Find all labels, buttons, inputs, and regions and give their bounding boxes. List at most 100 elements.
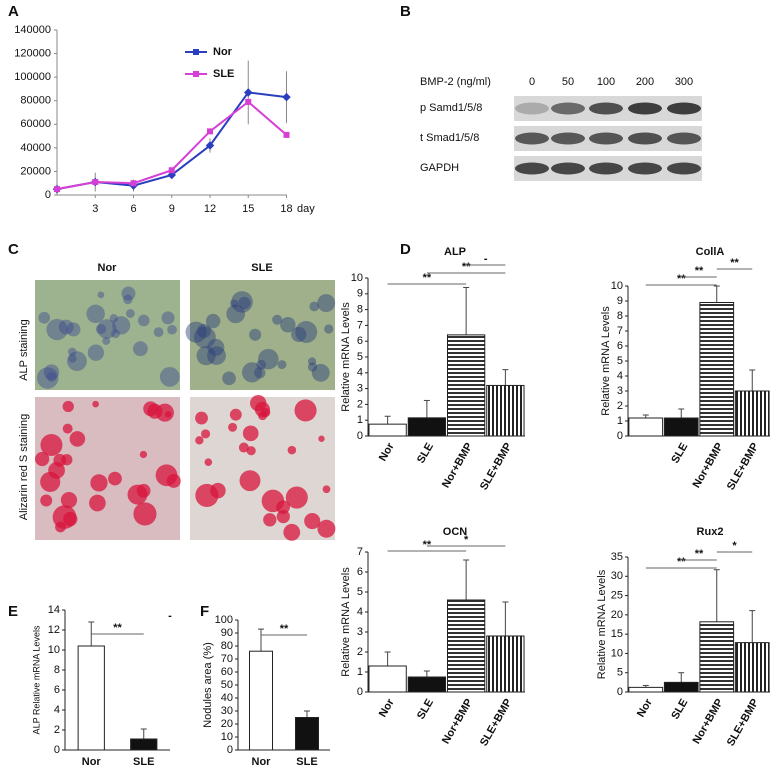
stain-blob xyxy=(283,523,301,541)
stain-blob xyxy=(254,366,266,379)
y-tick-label: 8 xyxy=(54,664,60,676)
stain-blob xyxy=(43,364,60,380)
y-tick-label: 4 xyxy=(357,606,363,618)
stain-blob xyxy=(239,470,261,492)
stain-blob xyxy=(230,299,239,308)
marker xyxy=(282,92,291,102)
x-tick-label: SLE+BMP xyxy=(725,697,762,748)
x-tick-label: SLE+BMP xyxy=(478,697,515,748)
stain-blob xyxy=(68,347,77,357)
x-axis-label: day xyxy=(297,203,315,215)
chart-title: Rux2 xyxy=(697,526,724,538)
marker xyxy=(205,141,215,150)
y-tick-label: 6 xyxy=(357,566,363,578)
y-tick-label: 4 xyxy=(617,370,623,382)
x-tick-label: 18 xyxy=(280,203,292,215)
bar xyxy=(699,302,735,437)
dose-label: 300 xyxy=(675,76,693,88)
stain-blob xyxy=(166,473,181,488)
y-tick-label: 25 xyxy=(611,589,623,601)
stain-blob xyxy=(287,445,297,455)
stain-blob xyxy=(62,423,73,434)
y-tick-label: 3 xyxy=(617,385,623,397)
significance: ** xyxy=(280,623,289,635)
stain-blob xyxy=(40,494,53,507)
y-tick-label: 60 xyxy=(221,666,233,678)
y-tick-label: 5 xyxy=(357,586,363,598)
marker xyxy=(283,131,290,138)
significance: - xyxy=(484,253,488,265)
stain-blob xyxy=(207,346,226,366)
row-label: ALP staining xyxy=(18,319,30,381)
y-tick-label: 8 xyxy=(357,304,363,316)
bar xyxy=(446,334,486,437)
stain-blob xyxy=(207,338,225,356)
stain-blob xyxy=(285,486,308,509)
x-tick-label: Nor xyxy=(82,756,102,768)
stain-image xyxy=(190,280,335,390)
stain-blob xyxy=(307,357,317,366)
stain-blob xyxy=(222,371,236,386)
y-tick-label: 0 xyxy=(227,744,233,756)
bar xyxy=(734,390,770,437)
stain-blob xyxy=(261,489,285,513)
stain-blob xyxy=(185,321,207,343)
stain-blob xyxy=(295,321,318,343)
x-tick-label: Nor xyxy=(377,440,397,463)
stain-blob xyxy=(90,474,108,492)
stain-blob xyxy=(241,362,263,383)
stain-blob xyxy=(67,351,87,371)
x-tick-label: Nor+BMP xyxy=(440,697,475,746)
panel-label: B xyxy=(400,3,411,20)
y-tick-label: 20 xyxy=(611,609,623,621)
y-tick-label: 2 xyxy=(357,646,363,658)
significance: ** xyxy=(695,265,704,277)
y-tick-label: 15 xyxy=(611,628,623,640)
y-tick-label: 0 xyxy=(357,686,363,698)
stain-blob xyxy=(276,509,290,524)
stain-blob xyxy=(272,314,283,325)
marker xyxy=(207,128,213,135)
bar xyxy=(407,676,447,693)
bar xyxy=(628,417,664,437)
blot-band xyxy=(515,162,549,175)
bar xyxy=(446,599,486,693)
x-tick-label: SLE xyxy=(669,441,690,466)
blot-band xyxy=(667,132,701,145)
column-label: SLE xyxy=(251,262,272,274)
y-tick-label: 50 xyxy=(221,679,233,691)
stain-blob xyxy=(161,311,175,325)
blot-band xyxy=(589,162,623,175)
blot-row-label: t Smad1/5/8 xyxy=(420,132,479,144)
y-tick-label: 10 xyxy=(351,272,363,284)
stain-blob xyxy=(136,483,151,498)
stain-blob xyxy=(201,429,211,439)
stain-blob xyxy=(121,286,136,301)
y-tick-label: 2 xyxy=(54,724,60,736)
y-tick-label: 0 xyxy=(617,686,623,698)
column-label: Nor xyxy=(98,262,118,274)
stain-blob xyxy=(195,436,204,445)
stain-blob xyxy=(249,328,262,341)
stain-blob xyxy=(263,513,277,527)
stain-blob xyxy=(193,326,216,349)
stain-blob xyxy=(58,319,74,335)
blot-band xyxy=(628,162,662,175)
blot-band xyxy=(667,162,701,175)
y-axis-label: Relative mRNA Levels xyxy=(596,569,608,679)
marker xyxy=(244,88,253,97)
y-tick-label: 10 xyxy=(48,644,60,656)
y-tick-label: 6 xyxy=(617,340,623,352)
y-tick-label: 0 xyxy=(617,430,623,442)
y-tick-label: 7 xyxy=(617,325,623,337)
y-tick-label: 90 xyxy=(221,627,233,639)
y-tick-label: 30 xyxy=(611,570,623,582)
y-axis-label: Nodules area (%) xyxy=(202,642,214,728)
blot-band xyxy=(589,132,623,145)
x-tick-label: SLE+BMP xyxy=(478,441,515,492)
x-tick-label: SLE xyxy=(415,697,436,722)
stain-blob xyxy=(167,324,177,335)
significance: * xyxy=(464,534,469,546)
significance: - xyxy=(168,610,172,622)
